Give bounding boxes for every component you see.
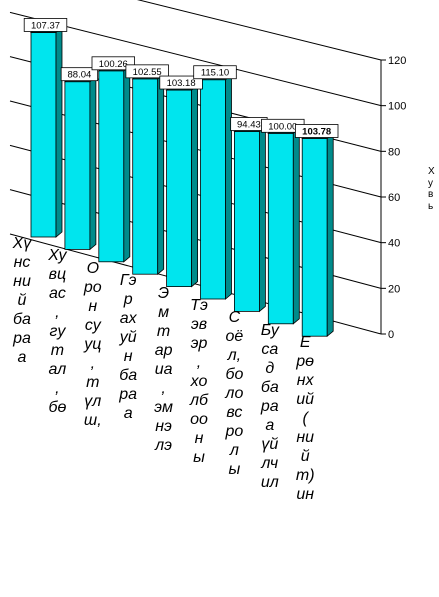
data-label: 100.00 (268, 121, 297, 132)
y-tick-label: 80 (388, 146, 400, 158)
data-label: 88.04 (68, 70, 92, 81)
bar-side (123, 64, 131, 263)
bars (29, 26, 335, 338)
bar (98, 70, 125, 263)
y-tick-label: 40 (388, 238, 400, 250)
x-tick-label: Тэ эв эр , хо лб оо н ы (189, 297, 209, 466)
data-label: 103.18 (167, 78, 196, 89)
y-tick-label: 100 (388, 101, 406, 113)
bar-side (191, 84, 199, 288)
y-tick-label: 120 (388, 55, 406, 67)
x-tick-label: Бу са д ба ра а үй лч ил (260, 321, 279, 491)
y-tick-label: 20 (388, 283, 400, 295)
data-label: 100.26 (99, 59, 128, 70)
bar-side (258, 125, 266, 313)
y-tick-label: 60 (388, 192, 400, 204)
x-tick-label: С oё л, бо ло вс ро л ы (225, 309, 244, 479)
data-label: 103.78 (302, 126, 331, 137)
bar (301, 138, 328, 337)
gridline (9, 11, 382, 107)
data-label-box (294, 124, 339, 138)
bar-side (326, 132, 334, 338)
bar (132, 78, 159, 275)
data-label: 115.10 (201, 68, 229, 79)
y-ticks: 0 20 40 60 80 100 120 (381, 55, 406, 341)
bar (267, 132, 294, 325)
bar-side (157, 72, 165, 276)
bar-side (89, 75, 97, 251)
data-label: 107.37 (31, 20, 60, 31)
data-label: 102.55 (133, 67, 162, 78)
bar-side (225, 73, 232, 300)
y-axis-label: Х у в ь (428, 166, 435, 212)
bar (233, 131, 260, 312)
data-labels: 107.37 88.04 100.26 102.55 103.18 115.10 94.43… (23, 18, 339, 138)
bar-side (55, 26, 63, 238)
x-tick-label: Е рө нх ий ( ни й т) ин (295, 334, 315, 504)
data-label-box (159, 75, 203, 90)
bar (64, 81, 91, 250)
y-tick-label: 0 (388, 329, 394, 341)
data-label: 94.43 (237, 120, 261, 131)
bar (166, 89, 193, 288)
bar (200, 79, 226, 300)
data-label-box (193, 65, 237, 80)
bar (30, 32, 57, 238)
data-label-box (125, 64, 169, 79)
x-tick-label: Хү нс ни й ба ра а (12, 235, 32, 366)
data-label-box (60, 67, 99, 82)
x-tick-label: Э м т ар иа , эм нэ лэ (154, 284, 174, 454)
bar-side (292, 127, 300, 325)
data-label-box (91, 56, 135, 71)
gridline (136, 0, 382, 61)
x-tick-label: Гэ р ах уй н ба ра а (119, 272, 138, 423)
data-label-box (23, 18, 68, 32)
x-tick-label: О ро н су уц , т үл ш, (83, 259, 102, 429)
x-tick-label: Ху вц ас , гу т ал , бө (48, 247, 67, 417)
